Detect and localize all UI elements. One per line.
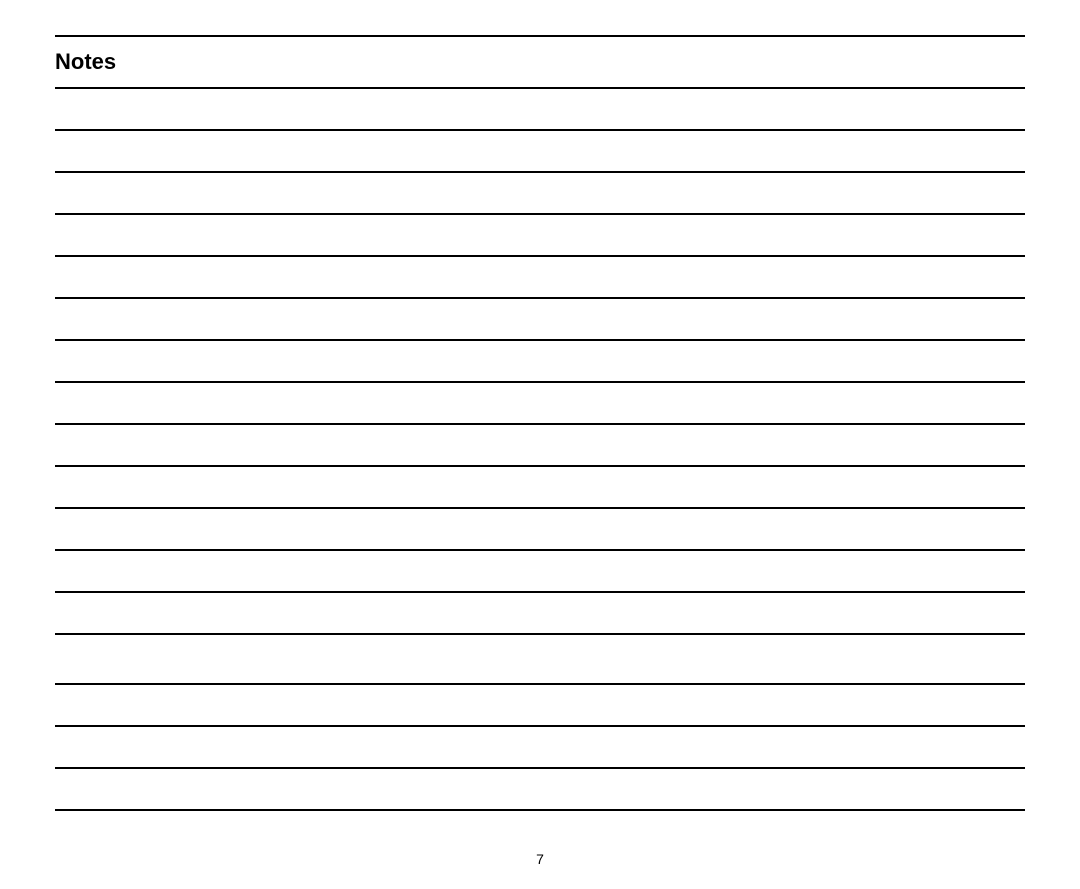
- ruled-line: [55, 809, 1025, 811]
- ruled-line: [55, 129, 1025, 131]
- ruled-line: [55, 683, 1025, 685]
- ruled-line: [55, 507, 1025, 509]
- ruled-line: [55, 255, 1025, 257]
- ruled-line: [55, 297, 1025, 299]
- ruled-line: [55, 339, 1025, 341]
- ruled-line: [55, 87, 1025, 89]
- footer-region: 7: [55, 843, 1025, 869]
- ruled-line: [55, 767, 1025, 769]
- ruled-line: [55, 591, 1025, 593]
- page-title: Notes: [55, 37, 1025, 87]
- ruled-line: [55, 633, 1025, 635]
- page-number: 7: [536, 851, 544, 867]
- ruled-line: [55, 549, 1025, 551]
- ruled-lines-region: [55, 87, 1025, 843]
- ruled-line: [55, 725, 1025, 727]
- ruled-line: [55, 213, 1025, 215]
- ruled-line: [55, 423, 1025, 425]
- ruled-line: [55, 465, 1025, 467]
- ruled-line: [55, 171, 1025, 173]
- header-region: Notes: [55, 35, 1025, 87]
- ruled-line: [55, 381, 1025, 383]
